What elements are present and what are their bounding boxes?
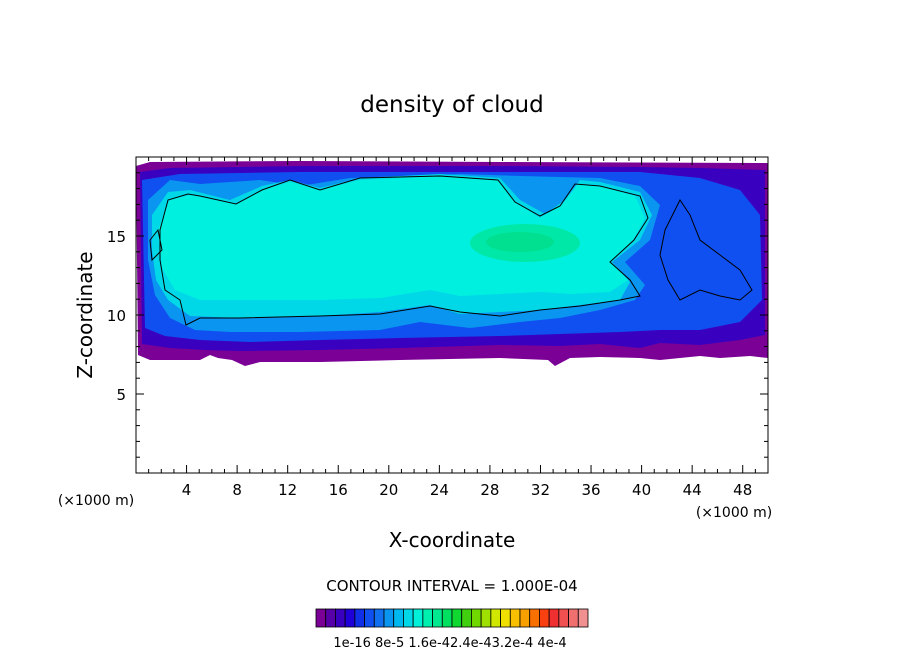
- colorbar-swatch: [364, 608, 375, 628]
- y-ticks: 5 10 15: [107, 172, 768, 458]
- x-tick-label: 48: [733, 481, 752, 499]
- colorbar-labels: 1e-16 8e-5 1.6e-42.4e-43.2e-4 4e-4: [333, 636, 566, 651]
- colorbar-swatch: [577, 608, 589, 628]
- colorbar-swatch: [548, 608, 560, 628]
- z-unit-label: (×1000 m): [58, 493, 134, 509]
- colorbar-swatch: [335, 608, 346, 628]
- colorbar-swatch: [451, 608, 463, 628]
- cloud-field: [136, 161, 768, 366]
- x-tick-label: 8: [232, 481, 242, 499]
- x-tick-label: 12: [278, 481, 297, 499]
- y-tick-label: 15: [107, 228, 126, 246]
- x-tick-label: 32: [531, 481, 550, 499]
- y-tick-label: 10: [107, 307, 126, 325]
- colorbar-swatch: [519, 608, 531, 628]
- y-axis-label: Z-coordinate: [73, 251, 97, 378]
- colorbar-swatch: [422, 608, 433, 628]
- x-tick-label: 40: [632, 481, 651, 499]
- colorbar-swatch: [412, 608, 424, 628]
- x-tick-label: 36: [581, 481, 600, 499]
- colorbar-swatch: [432, 608, 443, 628]
- cloud-peak-inner: [486, 232, 554, 252]
- contour-line-left: [149, 228, 163, 262]
- colorbar-swatch: [373, 608, 385, 628]
- contour-line-right: [659, 199, 753, 301]
- colorbar-swatch: [403, 608, 414, 628]
- x-tick-label: 44: [683, 481, 702, 499]
- colorbar-swatch: [393, 608, 404, 628]
- colorbar-swatch: [539, 608, 550, 628]
- colorbar-swatch: [325, 608, 336, 628]
- colorbar-swatch: [509, 608, 521, 628]
- colorbar-swatch: [441, 608, 453, 628]
- x-tick-label: 4: [182, 481, 192, 499]
- colorbar: [315, 608, 589, 628]
- cloud-core-region: [158, 176, 645, 300]
- colorbar-swatch: [500, 608, 511, 628]
- colorbar-swatch: [383, 608, 395, 628]
- x-tick-label: 16: [329, 481, 348, 499]
- x-tick-label: 24: [430, 481, 449, 499]
- contour-line-main: [159, 175, 649, 326]
- colorbar-swatch: [568, 608, 579, 628]
- x-tick-label: 28: [480, 481, 499, 499]
- y-tick-label: 5: [116, 386, 126, 404]
- colorbar-swatch: [461, 608, 472, 628]
- colorbar-swatch: [529, 608, 540, 628]
- colorbar-swatch: [344, 608, 356, 628]
- colorbar-swatch: [490, 608, 501, 628]
- colorbar-swatch: [558, 608, 569, 628]
- colorbar-swatch: [315, 608, 327, 628]
- contour-interval-text: CONTOUR INTERVAL = 1.000E-04: [326, 577, 577, 595]
- chart-title: density of cloud: [360, 92, 543, 118]
- colorbar-swatch: [480, 608, 492, 628]
- x-tick-label: 20: [379, 481, 398, 499]
- colorbar-swatch: [354, 608, 365, 628]
- x-ticks: 4 8 12 16 20 24 28 32 36 40 44 48: [148, 157, 756, 499]
- x-unit-label: (×1000 m): [696, 505, 772, 521]
- colorbar-swatch: [471, 608, 482, 628]
- x-axis-label: X-coordinate: [389, 528, 516, 552]
